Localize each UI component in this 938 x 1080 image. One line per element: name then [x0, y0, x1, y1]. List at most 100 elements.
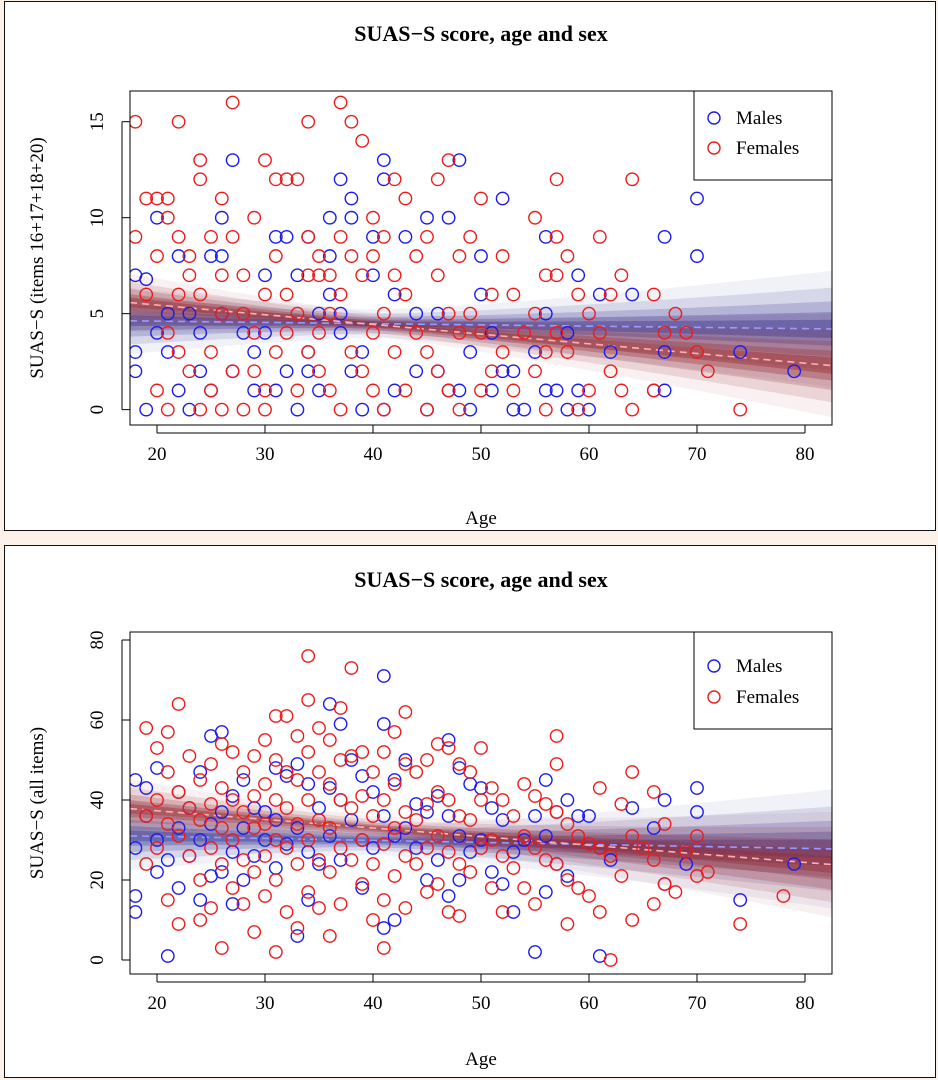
male-point	[376, 153, 391, 168]
female-point	[322, 929, 337, 943]
male-point	[182, 402, 197, 417]
male-point	[160, 306, 175, 321]
female-point	[506, 287, 521, 302]
x-tick-label: 40	[364, 444, 383, 465]
female-point	[193, 172, 208, 187]
female-point	[193, 873, 208, 887]
male-point	[290, 268, 305, 283]
female-point	[366, 249, 380, 263]
male-point	[268, 861, 283, 875]
female-point	[204, 229, 218, 244]
female-point	[592, 781, 607, 795]
female-point	[376, 893, 391, 907]
female-point	[204, 757, 218, 771]
male-point	[538, 829, 553, 843]
female-point	[214, 857, 229, 871]
female-point	[646, 287, 661, 302]
y-axis-label: SUAS−S (all items)	[27, 727, 48, 879]
legend-box	[693, 631, 833, 730]
female-point	[452, 325, 467, 340]
male-point	[690, 191, 704, 206]
female-point	[258, 849, 272, 863]
female-point	[463, 306, 478, 321]
male-point	[376, 717, 391, 731]
female-point	[484, 833, 499, 847]
females-fit-band	[130, 800, 832, 880]
x-axis: 20 30 40 50 60 70 80	[148, 425, 815, 465]
male-point	[528, 345, 542, 359]
male-point	[560, 793, 575, 807]
female-point	[301, 745, 316, 759]
female-point	[268, 172, 283, 187]
chart-title: SUAS−S score, age and sex	[354, 567, 608, 592]
male-point	[322, 210, 337, 225]
female-point	[517, 777, 532, 791]
female-point	[247, 865, 262, 879]
female-point	[376, 306, 391, 321]
female-point	[625, 172, 640, 187]
male-point	[193, 364, 208, 379]
x-tick-label: 30	[256, 444, 275, 465]
female-point	[441, 845, 456, 859]
male-point	[268, 383, 283, 398]
male-point	[366, 229, 380, 244]
male-point	[355, 402, 370, 417]
male-point	[560, 869, 575, 883]
female-point	[463, 865, 478, 879]
male-point	[171, 881, 186, 895]
female-point	[646, 383, 661, 398]
male-point	[344, 210, 359, 225]
male-point	[528, 809, 542, 823]
female-point	[506, 383, 521, 398]
female-point	[333, 229, 348, 244]
male-point	[344, 191, 359, 206]
female-point	[355, 745, 370, 759]
female-point	[452, 757, 467, 771]
female-point	[301, 268, 316, 283]
female-point	[571, 287, 586, 302]
female-point	[452, 249, 467, 263]
female-point	[657, 325, 672, 340]
female-point	[668, 885, 683, 899]
female-point	[225, 364, 240, 379]
male-point	[312, 306, 326, 321]
male-point	[333, 325, 348, 340]
male-point	[603, 345, 618, 359]
female-point	[301, 833, 316, 847]
x-axis-label: Age	[465, 1049, 497, 1070]
y-tick-label: 80	[87, 631, 108, 650]
female-point	[258, 889, 272, 903]
female-point	[625, 402, 640, 417]
female-point	[333, 897, 348, 911]
male-point	[571, 809, 586, 823]
male-point	[344, 753, 359, 767]
male-point	[322, 249, 337, 263]
female-point	[322, 865, 337, 879]
male-point	[344, 364, 359, 379]
male-point	[290, 402, 305, 417]
female-point	[420, 345, 434, 359]
female-point	[603, 849, 618, 863]
female-point	[517, 881, 532, 895]
female-point	[247, 925, 262, 939]
male-point	[225, 897, 240, 911]
females-fit-band	[130, 282, 832, 403]
y-tick-label: 40	[87, 791, 108, 810]
male-point	[690, 249, 704, 263]
female-point	[322, 733, 337, 747]
female-point	[560, 249, 575, 263]
male-point	[571, 268, 586, 283]
male-point	[130, 889, 143, 903]
female-point	[355, 789, 370, 803]
male-point	[538, 773, 553, 787]
females-fit-band	[130, 778, 832, 918]
female-point	[441, 306, 456, 321]
female-point	[409, 765, 424, 779]
x-tick-label: 50	[472, 993, 491, 1014]
female-point	[204, 345, 218, 359]
female-point	[182, 801, 197, 815]
male-point	[657, 793, 672, 807]
female-point	[538, 402, 553, 417]
male-point	[484, 865, 499, 879]
female-point	[268, 793, 283, 807]
